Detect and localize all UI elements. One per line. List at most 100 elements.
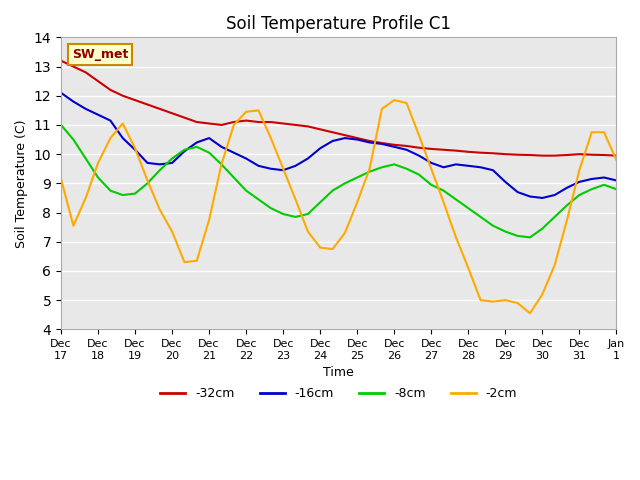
-8cm: [255, 196, 262, 202]
-32cm: [57, 58, 65, 63]
-16cm: [403, 147, 410, 153]
-32cm: [403, 143, 410, 149]
-16cm: [168, 160, 176, 166]
-2cm: [477, 297, 484, 303]
-16cm: [316, 145, 324, 151]
-2cm: [205, 217, 213, 223]
-16cm: [378, 141, 386, 147]
Title: Soil Temperature Profile C1: Soil Temperature Profile C1: [226, 15, 451, 33]
-2cm: [465, 265, 472, 271]
-2cm: [575, 168, 583, 173]
-8cm: [94, 175, 102, 180]
-8cm: [316, 200, 324, 205]
-32cm: [70, 64, 77, 70]
-2cm: [403, 100, 410, 106]
-8cm: [452, 196, 460, 202]
-8cm: [428, 182, 435, 188]
-2cm: [119, 120, 127, 126]
-2cm: [329, 246, 337, 252]
-2cm: [70, 223, 77, 228]
-32cm: [180, 115, 188, 120]
-16cm: [600, 175, 608, 180]
-2cm: [156, 207, 164, 213]
-2cm: [267, 135, 275, 141]
-2cm: [143, 178, 151, 183]
-8cm: [575, 192, 583, 198]
-8cm: [415, 172, 423, 178]
-32cm: [390, 142, 398, 148]
-32cm: [131, 97, 139, 103]
-2cm: [502, 297, 509, 303]
-32cm: [94, 78, 102, 84]
Y-axis label: Soil Temperature (C): Soil Temperature (C): [15, 119, 28, 248]
-8cm: [131, 191, 139, 196]
-8cm: [193, 144, 200, 150]
-32cm: [378, 140, 386, 146]
-2cm: [279, 166, 287, 172]
-2cm: [378, 106, 386, 112]
-8cm: [341, 180, 349, 186]
-8cm: [440, 188, 447, 193]
-16cm: [477, 165, 484, 170]
-32cm: [477, 150, 484, 156]
-8cm: [514, 233, 522, 239]
-32cm: [612, 153, 620, 158]
-2cm: [82, 195, 90, 201]
-2cm: [415, 132, 423, 138]
-16cm: [489, 168, 497, 173]
-8cm: [365, 169, 373, 175]
-32cm: [575, 151, 583, 157]
-2cm: [304, 228, 312, 234]
-16cm: [526, 193, 534, 199]
-16cm: [119, 135, 127, 141]
-32cm: [538, 153, 546, 158]
-32cm: [106, 87, 114, 93]
-8cm: [70, 137, 77, 143]
-16cm: [267, 166, 275, 172]
-8cm: [477, 214, 484, 220]
-2cm: [193, 258, 200, 264]
-2cm: [538, 291, 546, 297]
-16cm: [279, 168, 287, 173]
-16cm: [551, 192, 559, 198]
-32cm: [292, 122, 300, 128]
-2cm: [526, 311, 534, 316]
-32cm: [452, 148, 460, 154]
-16cm: [180, 148, 188, 154]
-16cm: [353, 137, 361, 143]
X-axis label: Time: Time: [323, 366, 354, 379]
-16cm: [588, 176, 596, 182]
Legend: -32cm, -16cm, -8cm, -2cm: -32cm, -16cm, -8cm, -2cm: [156, 382, 522, 405]
-8cm: [465, 205, 472, 211]
-16cm: [415, 153, 423, 158]
-16cm: [440, 165, 447, 170]
-32cm: [526, 152, 534, 158]
-32cm: [502, 151, 509, 157]
-8cm: [538, 226, 546, 231]
-16cm: [193, 140, 200, 145]
-16cm: [131, 147, 139, 153]
-32cm: [514, 152, 522, 157]
-2cm: [341, 230, 349, 236]
-8cm: [612, 186, 620, 192]
-2cm: [390, 97, 398, 103]
-16cm: [205, 135, 213, 141]
-16cm: [452, 161, 460, 167]
-16cm: [70, 99, 77, 105]
-16cm: [304, 156, 312, 161]
-16cm: [428, 160, 435, 166]
-2cm: [255, 108, 262, 113]
-8cm: [82, 156, 90, 161]
-16cm: [106, 118, 114, 123]
-32cm: [82, 70, 90, 75]
-16cm: [82, 106, 90, 112]
-8cm: [526, 235, 534, 240]
-2cm: [428, 166, 435, 172]
-32cm: [600, 152, 608, 158]
Line: -2cm: -2cm: [61, 100, 616, 313]
-32cm: [428, 146, 435, 152]
-8cm: [243, 188, 250, 193]
-2cm: [316, 245, 324, 251]
-2cm: [180, 259, 188, 265]
-2cm: [243, 109, 250, 115]
